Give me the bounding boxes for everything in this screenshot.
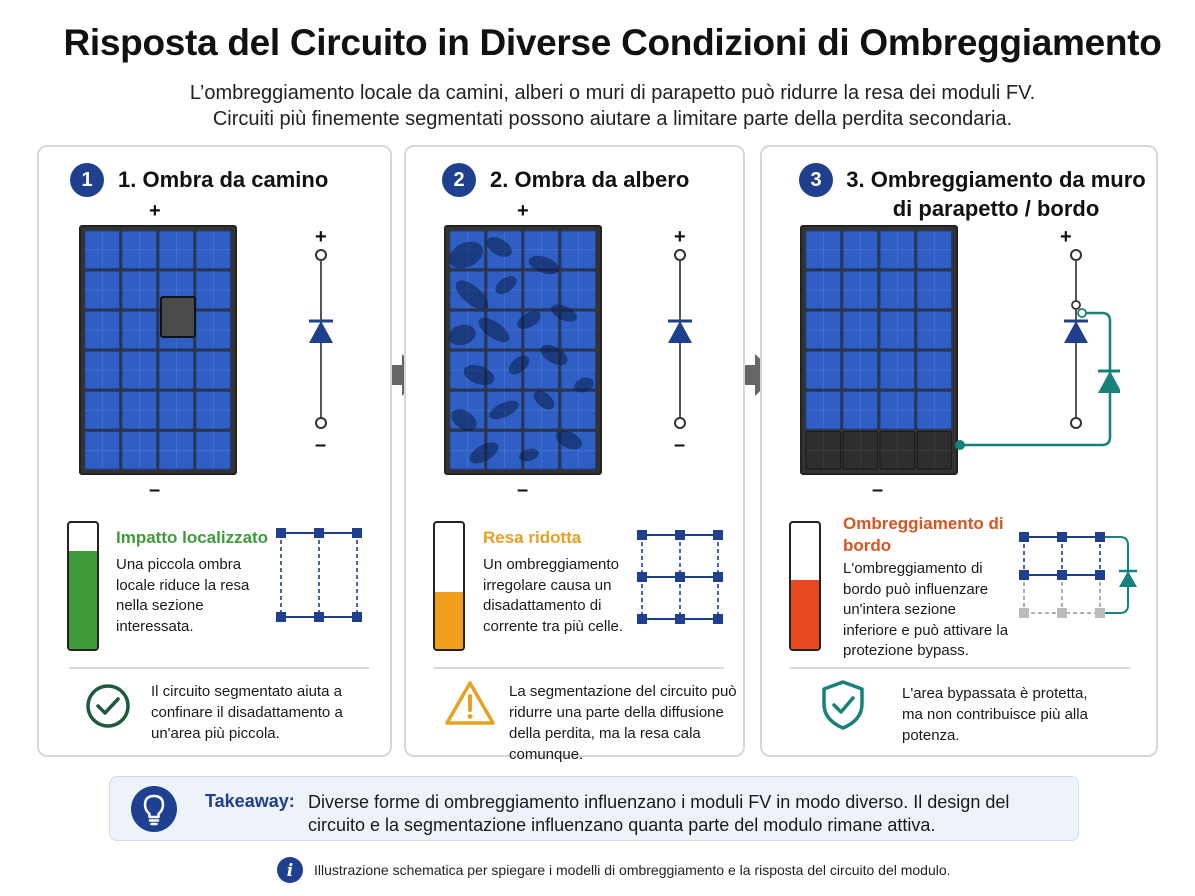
takeaway-label: Takeaway:	[205, 791, 295, 811]
bypass-diode-icon	[309, 249, 333, 429]
diode-minus-label: –	[315, 434, 327, 456]
panel-number-badge: 1	[70, 163, 104, 197]
status-title: Impatto localizzato	[116, 528, 269, 547]
info-icon: i	[277, 857, 303, 883]
bypass-diode-circuit-icon	[955, 249, 1120, 450]
panel-title: 2. Ombra da albero	[490, 167, 690, 192]
panel-title: 3. Ombreggiamento da muro di parapetto /…	[846, 165, 1146, 223]
yield-gauge	[67, 521, 99, 651]
diode-minus-label: –	[674, 434, 686, 456]
panel-title-line-1: 3. Ombreggiamento da muro	[846, 167, 1146, 192]
panel-title-line-2: di parapetto / bordo	[892, 196, 1100, 221]
solar-module-parapet-shade	[800, 225, 958, 475]
solar-module-chimney-shade	[79, 225, 237, 475]
panel-number-badge: 3	[799, 163, 833, 197]
solar-module-tree-shade	[444, 225, 602, 475]
warning-triangle-icon	[445, 681, 495, 725]
panel-chimney-shade: 1 1. Ombra da camino + – + – Impatto loc…	[37, 145, 392, 757]
bypass-diode-icon	[668, 249, 692, 429]
diode-plus-label: +	[1060, 226, 1072, 248]
footnote-text: Illustrazione schematica per spiegare i …	[314, 862, 951, 878]
module-minus-label: –	[149, 479, 161, 501]
page-title: Risposta del Circuito in Diverse Condizi…	[63, 22, 1162, 63]
panel-number-badge: 2	[442, 163, 476, 197]
page-subtitle: L’ombreggiamento locale da camini, alber…	[0, 80, 1195, 132]
panel-note: L'area bypassata è protetta, ma non cont…	[902, 685, 1088, 744]
svg-text:i: i	[287, 861, 293, 881]
module-plus-label: +	[517, 200, 529, 222]
panel-note: La segmentazione del circuito può ridurr…	[509, 683, 737, 763]
subtitle-line-1: L’ombreggiamento locale da camini, alber…	[189, 82, 1036, 104]
panel-parapet-shade: 3 3. Ombreggiamento da muro di parapetto…	[760, 145, 1158, 757]
string-grid-icon	[276, 528, 362, 622]
module-plus-label: +	[149, 200, 161, 222]
status-description: Una piccola ombra locale riduce la resa …	[116, 556, 250, 635]
module-minus-label: –	[517, 479, 529, 501]
panel-tree-shade: 2 2. Ombra da albero + – +	[404, 145, 745, 763]
subtitle-line-2: Circuiti più finemente segmentati posson…	[212, 108, 1013, 130]
module-minus-label: –	[872, 479, 884, 501]
status-title: Resa ridotta	[483, 528, 582, 547]
takeaway-text: Diverse forme di ombreggiamento influenz…	[308, 792, 1010, 835]
diode-plus-label: +	[315, 226, 327, 248]
shield-check-icon	[822, 680, 864, 730]
yield-gauge-fill	[69, 550, 97, 649]
check-circle-icon	[86, 684, 130, 728]
string-grid-icon	[637, 530, 723, 624]
yield-gauge-fill	[435, 592, 463, 649]
status-description: Un ombreggiamento irregolare causa un di…	[483, 556, 624, 635]
panel-title: 1. Ombra da camino	[118, 167, 329, 192]
diode-plus-label: +	[674, 226, 686, 248]
bypass-string-grid-icon	[1019, 532, 1137, 618]
status-title: Ombreggiamento di bordo	[843, 514, 1004, 555]
status-description: L'ombreggiamento di bordo può influenzar…	[843, 560, 1009, 659]
takeaway-box: Takeaway: Diverse forme di ombreggiament…	[109, 776, 1079, 841]
lightbulb-icon	[131, 786, 177, 832]
yield-gauge	[433, 521, 465, 651]
yield-gauge	[789, 521, 821, 651]
panel-note: Il circuito segmentato aiuta a confinare…	[151, 683, 343, 742]
yield-gauge-fill	[791, 579, 819, 649]
